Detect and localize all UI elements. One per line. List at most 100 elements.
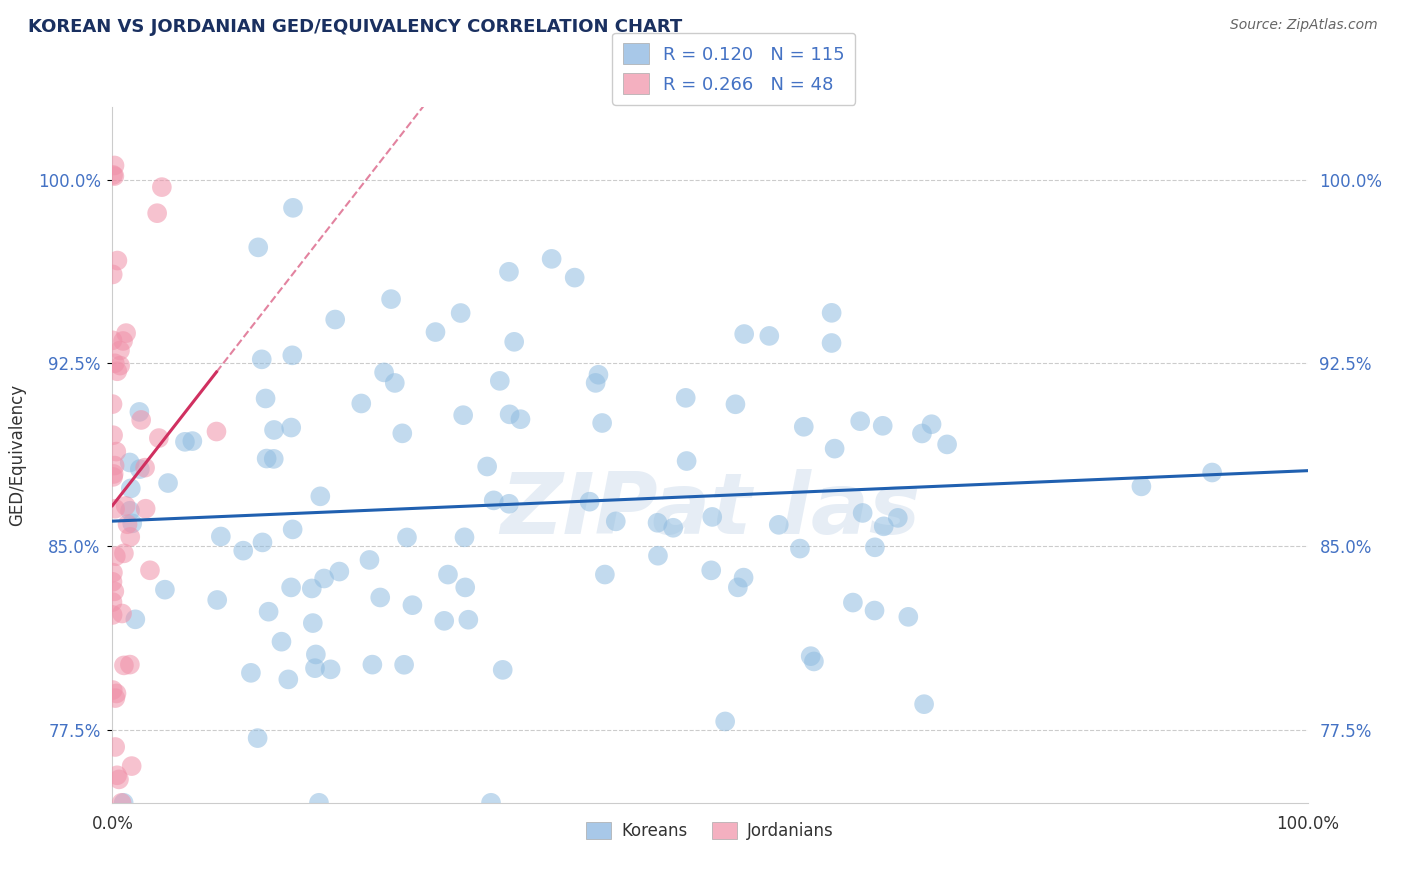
Point	[401, 598, 423, 612]
Point	[384, 376, 406, 390]
Point	[820, 306, 842, 320]
Point	[647, 549, 669, 563]
Point	[450, 306, 472, 320]
Point	[254, 392, 277, 406]
Point	[647, 516, 669, 530]
Point	[733, 326, 755, 341]
Point	[281, 348, 304, 362]
Point	[921, 417, 943, 432]
Point	[588, 368, 610, 382]
Point	[281, 522, 304, 536]
Y-axis label: GED/Equivalency: GED/Equivalency	[8, 384, 27, 526]
Point	[114, 499, 136, 513]
Point	[305, 648, 328, 662]
Point	[498, 408, 520, 422]
Point	[112, 796, 135, 810]
Point	[135, 501, 157, 516]
Text: ZIPat las: ZIPat las	[501, 469, 920, 552]
Point	[482, 493, 505, 508]
Point	[101, 566, 124, 580]
Point	[852, 506, 875, 520]
Point	[800, 649, 823, 664]
Point	[936, 437, 959, 451]
Point	[101, 683, 124, 698]
Point	[578, 494, 600, 508]
Point	[359, 553, 381, 567]
Point	[457, 613, 479, 627]
Point	[863, 603, 886, 617]
Point	[174, 434, 197, 449]
Point	[104, 501, 127, 516]
Point	[101, 607, 124, 622]
Point	[309, 489, 332, 503]
Point	[425, 325, 447, 339]
Point	[101, 470, 124, 484]
Point	[475, 459, 498, 474]
Point	[120, 481, 142, 495]
Point	[252, 535, 274, 549]
Point	[118, 657, 141, 672]
Point	[605, 514, 627, 528]
Point	[301, 582, 323, 596]
Point	[498, 265, 520, 279]
Point	[239, 665, 262, 680]
Point	[849, 414, 872, 428]
Point	[714, 714, 737, 729]
Point	[498, 497, 520, 511]
Point	[392, 657, 415, 672]
Point	[1130, 479, 1153, 493]
Point	[373, 365, 395, 379]
Point	[104, 356, 127, 370]
Point	[103, 584, 125, 599]
Point	[492, 663, 515, 677]
Point	[263, 451, 285, 466]
Point	[118, 455, 141, 469]
Point	[153, 582, 176, 597]
Point	[101, 595, 124, 609]
Point	[139, 563, 162, 577]
Point	[205, 593, 228, 607]
Point	[281, 201, 304, 215]
Point	[488, 374, 510, 388]
Point	[304, 661, 326, 675]
Point	[872, 418, 894, 433]
Point	[104, 458, 127, 473]
Point	[103, 467, 125, 481]
Point	[101, 397, 124, 411]
Point	[911, 426, 934, 441]
Point	[280, 581, 302, 595]
Point	[117, 517, 139, 532]
Point	[112, 334, 135, 348]
Point	[105, 364, 128, 378]
Point	[887, 511, 910, 525]
Point	[328, 565, 350, 579]
Point	[128, 462, 150, 476]
Point	[758, 329, 780, 343]
Point	[103, 158, 125, 172]
Point	[314, 572, 336, 586]
Point	[897, 610, 920, 624]
Point	[108, 343, 131, 358]
Point	[700, 563, 723, 577]
Point	[146, 206, 169, 220]
Point	[105, 768, 128, 782]
Point	[134, 460, 156, 475]
Point	[451, 408, 474, 422]
Point	[101, 574, 124, 589]
Point	[479, 796, 502, 810]
Point	[702, 510, 724, 524]
Point	[115, 326, 138, 340]
Point	[733, 571, 755, 585]
Point	[361, 657, 384, 672]
Point	[120, 530, 142, 544]
Point	[540, 252, 562, 266]
Point	[129, 413, 152, 427]
Point	[148, 431, 170, 445]
Point	[181, 434, 204, 449]
Point	[232, 543, 254, 558]
Legend: Koreans, Jordanians: Koreans, Jordanians	[579, 815, 841, 847]
Point	[662, 521, 685, 535]
Point	[454, 581, 477, 595]
Point	[793, 419, 815, 434]
Point	[157, 476, 180, 491]
